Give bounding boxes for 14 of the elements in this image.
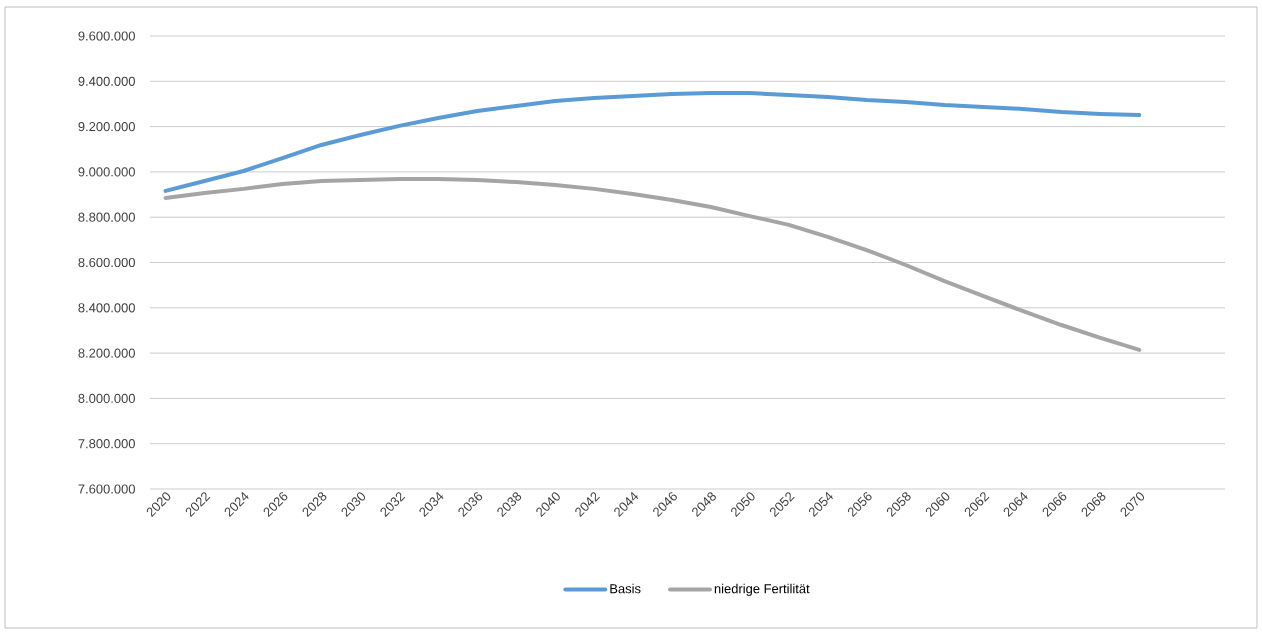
y-tick-label: 8.200.000 <box>78 348 135 358</box>
legend-label: niedrige Fertilität <box>714 583 810 596</box>
line-series <box>163 176 1142 352</box>
y-tick-label: 9.200.000 <box>78 122 135 132</box>
y-tick-label: 7.800.000 <box>78 439 135 449</box>
y-tick-label: 9.400.000 <box>78 76 135 86</box>
legend-label: Basis <box>610 583 641 594</box>
y-tick-label: 9.000.000 <box>78 167 135 177</box>
y-tick-label: 8.600.000 <box>78 257 135 268</box>
y-tick-label: 8.000.000 <box>78 393 135 403</box>
y-tick-label: 8.400.000 <box>78 303 135 313</box>
y-tick-label: 7.600.000 <box>78 484 135 494</box>
y-tick-label: 9.600.000 <box>78 31 135 41</box>
y-tick-label: 8.800.000 <box>78 212 135 222</box>
